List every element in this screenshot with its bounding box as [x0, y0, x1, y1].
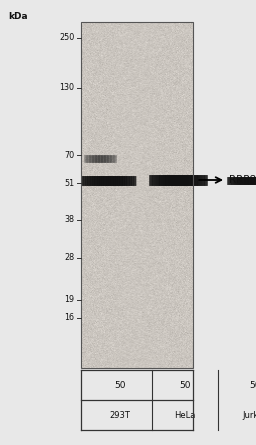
Text: HeLa: HeLa: [174, 410, 196, 420]
Text: 28: 28: [65, 254, 75, 263]
Text: 70: 70: [65, 150, 75, 159]
Bar: [81, 22, 193, 368]
Text: 19: 19: [65, 295, 75, 304]
Text: 293T: 293T: [110, 410, 131, 420]
Text: 250: 250: [59, 33, 75, 43]
Text: 50: 50: [249, 380, 256, 389]
Text: RRP8: RRP8: [229, 175, 256, 185]
Text: 51: 51: [65, 178, 75, 187]
Text: 16: 16: [65, 313, 75, 323]
Text: 130: 130: [60, 84, 75, 93]
Text: 38: 38: [65, 215, 75, 224]
Text: 50: 50: [179, 380, 191, 389]
Text: 50: 50: [114, 380, 126, 389]
Text: Jurkat: Jurkat: [243, 410, 256, 420]
Text: kDa: kDa: [8, 12, 28, 21]
